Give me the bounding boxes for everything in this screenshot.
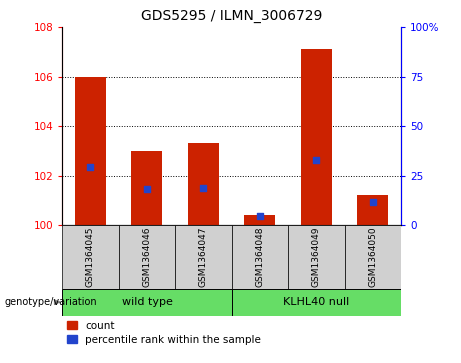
Point <box>313 156 320 162</box>
Bar <box>75 77 106 225</box>
Bar <box>288 225 344 289</box>
Point <box>143 186 151 192</box>
Text: GSM1364045: GSM1364045 <box>86 227 95 287</box>
Text: GSM1364049: GSM1364049 <box>312 227 321 287</box>
Bar <box>188 143 219 225</box>
Point <box>87 164 94 170</box>
Text: GSM1364050: GSM1364050 <box>368 227 378 287</box>
Point <box>369 199 377 204</box>
Title: GDS5295 / ILMN_3006729: GDS5295 / ILMN_3006729 <box>141 9 322 24</box>
Bar <box>231 225 288 289</box>
Text: GSM1364046: GSM1364046 <box>142 227 152 287</box>
Text: genotype/variation: genotype/variation <box>5 297 97 307</box>
Bar <box>131 151 162 225</box>
Text: GSM1364047: GSM1364047 <box>199 227 208 287</box>
Bar <box>62 289 231 316</box>
Point <box>200 185 207 191</box>
Bar <box>244 215 275 225</box>
Bar <box>62 225 118 289</box>
Point <box>256 213 264 219</box>
Bar <box>118 225 175 289</box>
Bar <box>231 289 401 316</box>
Text: KLHL40 null: KLHL40 null <box>283 297 349 307</box>
Bar <box>175 225 231 289</box>
Bar <box>301 49 332 225</box>
Bar <box>357 195 388 225</box>
Legend: count, percentile rank within the sample: count, percentile rank within the sample <box>65 319 263 347</box>
Text: GSM1364048: GSM1364048 <box>255 227 265 287</box>
Bar <box>344 225 401 289</box>
Text: wild type: wild type <box>122 297 172 307</box>
